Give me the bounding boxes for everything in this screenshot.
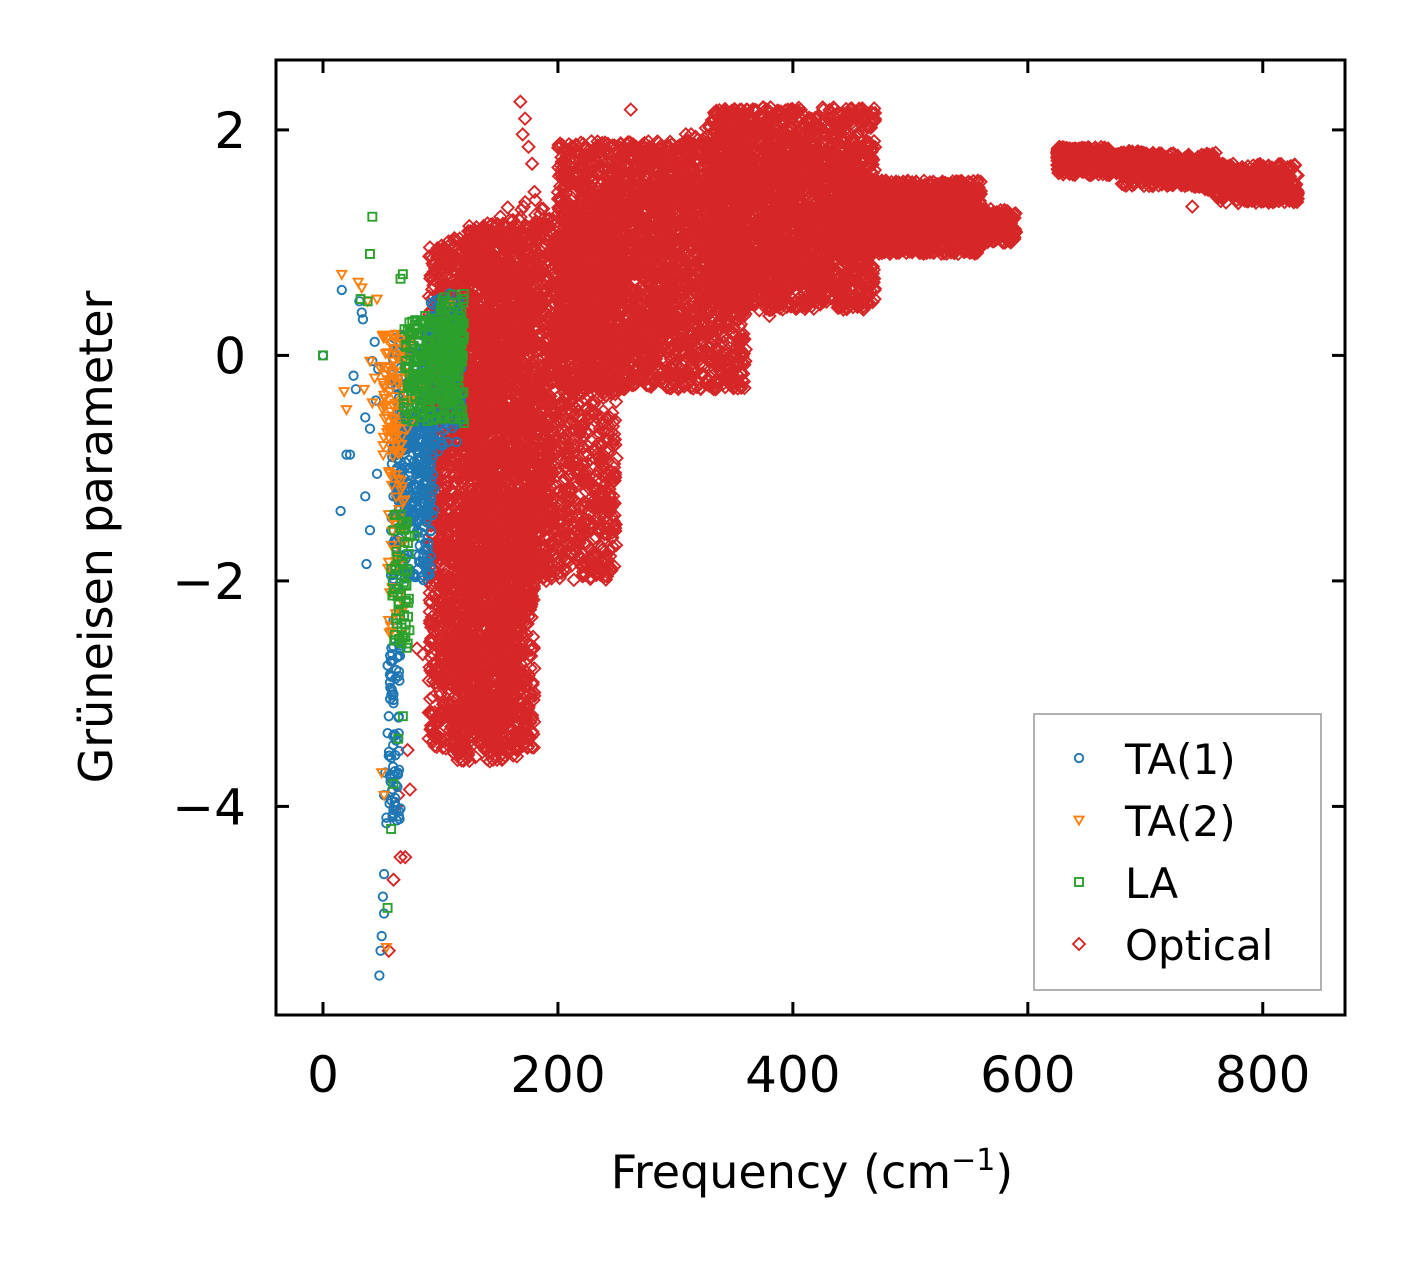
series-optical — [381, 94, 1306, 959]
point-optical — [500, 200, 516, 215]
point-optical — [528, 192, 543, 208]
scatter-points — [317, 94, 1306, 981]
